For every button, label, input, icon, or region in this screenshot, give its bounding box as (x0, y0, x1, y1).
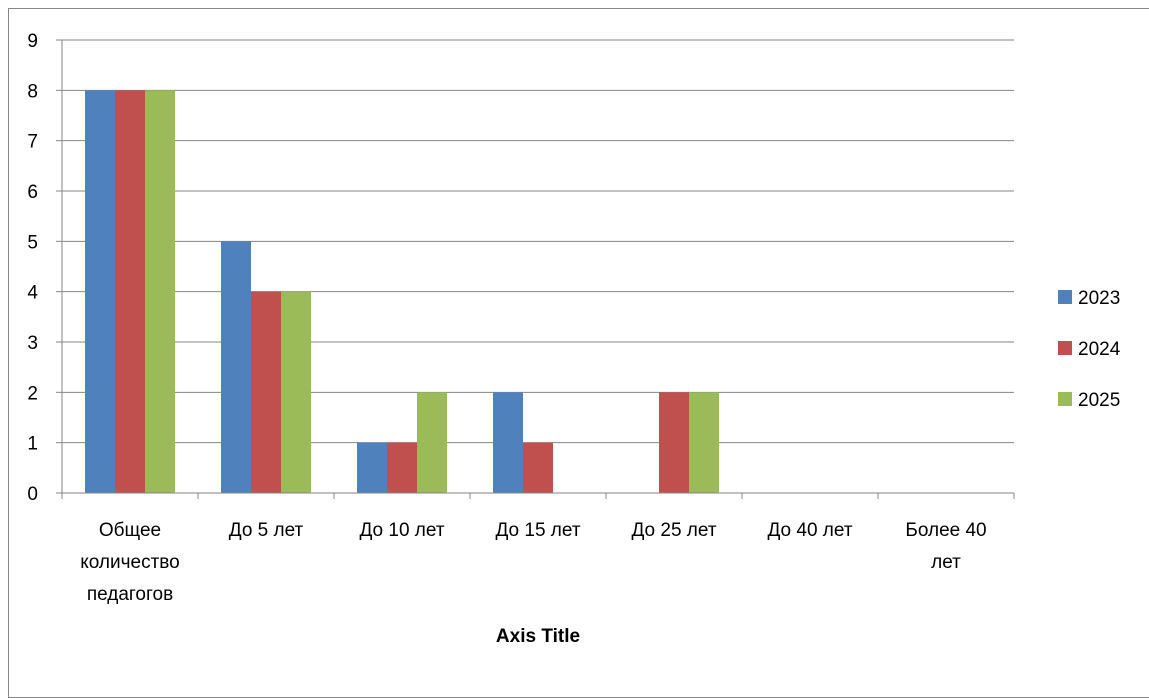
bar-chart: 0 1 2 3 4 5 6 7 8 9 Общее количество педагогов До 5 … (27, 31, 1121, 647)
x-tick-label: До 10 лет (359, 520, 444, 541)
legend-label-2024: 2024 (1078, 339, 1121, 360)
x-tick-label: До 5 лет (229, 520, 304, 541)
x-tick-label: До 25 лет (631, 520, 716, 541)
bar-2024-1 (251, 291, 281, 493)
y-tick-label: 8 (27, 81, 38, 102)
legend-swatch-2023 (1058, 290, 1072, 304)
x-tick-label: До 15 лет (495, 520, 580, 541)
y-tick-label: 1 (27, 434, 38, 455)
bar-2023-1 (221, 241, 251, 493)
y-tick-labels: 0 1 2 3 4 5 6 7 8 9 (27, 31, 38, 505)
y-tick-label: 9 (27, 31, 38, 52)
bar-2024-3 (523, 442, 553, 493)
gridlines (62, 39, 1014, 444)
y-tick-label: 4 (27, 283, 38, 304)
legend-swatch-2025 (1058, 392, 1072, 406)
x-tick-label: Общее количество педагогов (80, 520, 180, 605)
y-tick-label: 0 (27, 484, 38, 505)
bar-2023-2 (357, 442, 387, 493)
axes (56, 39, 1015, 499)
bar-2024-4 (659, 392, 689, 493)
y-tick-label: 7 (27, 132, 38, 153)
bars (85, 90, 719, 493)
legend-swatch-2024 (1058, 341, 1072, 355)
x-tick-label: Более 40 лет (905, 520, 986, 573)
legend-label-2023: 2023 (1078, 288, 1120, 309)
bar-2023-3 (493, 392, 523, 493)
bar-2023-0 (85, 90, 115, 493)
bar-2025-4 (689, 392, 719, 493)
x-tick-labels: Общее количество педагогов До 5 лет До 10 ле… (80, 520, 986, 605)
bar-2024-2 (387, 442, 417, 493)
bar-2025-1 (281, 291, 311, 493)
bar-2025-2 (417, 392, 447, 493)
x-axis-title: Axis Title (496, 626, 580, 647)
x-tick-label: До 40 лет (767, 520, 852, 541)
bar-2024-0 (115, 90, 145, 493)
y-tick-label: 3 (27, 333, 38, 354)
legend: 2023 2024 2025 (1058, 288, 1121, 411)
y-tick-label: 2 (27, 383, 38, 404)
bar-2025-0 (145, 90, 175, 493)
y-tick-label: 5 (27, 232, 38, 253)
y-tick-label: 6 (27, 182, 38, 203)
legend-label-2025: 2025 (1078, 390, 1120, 411)
